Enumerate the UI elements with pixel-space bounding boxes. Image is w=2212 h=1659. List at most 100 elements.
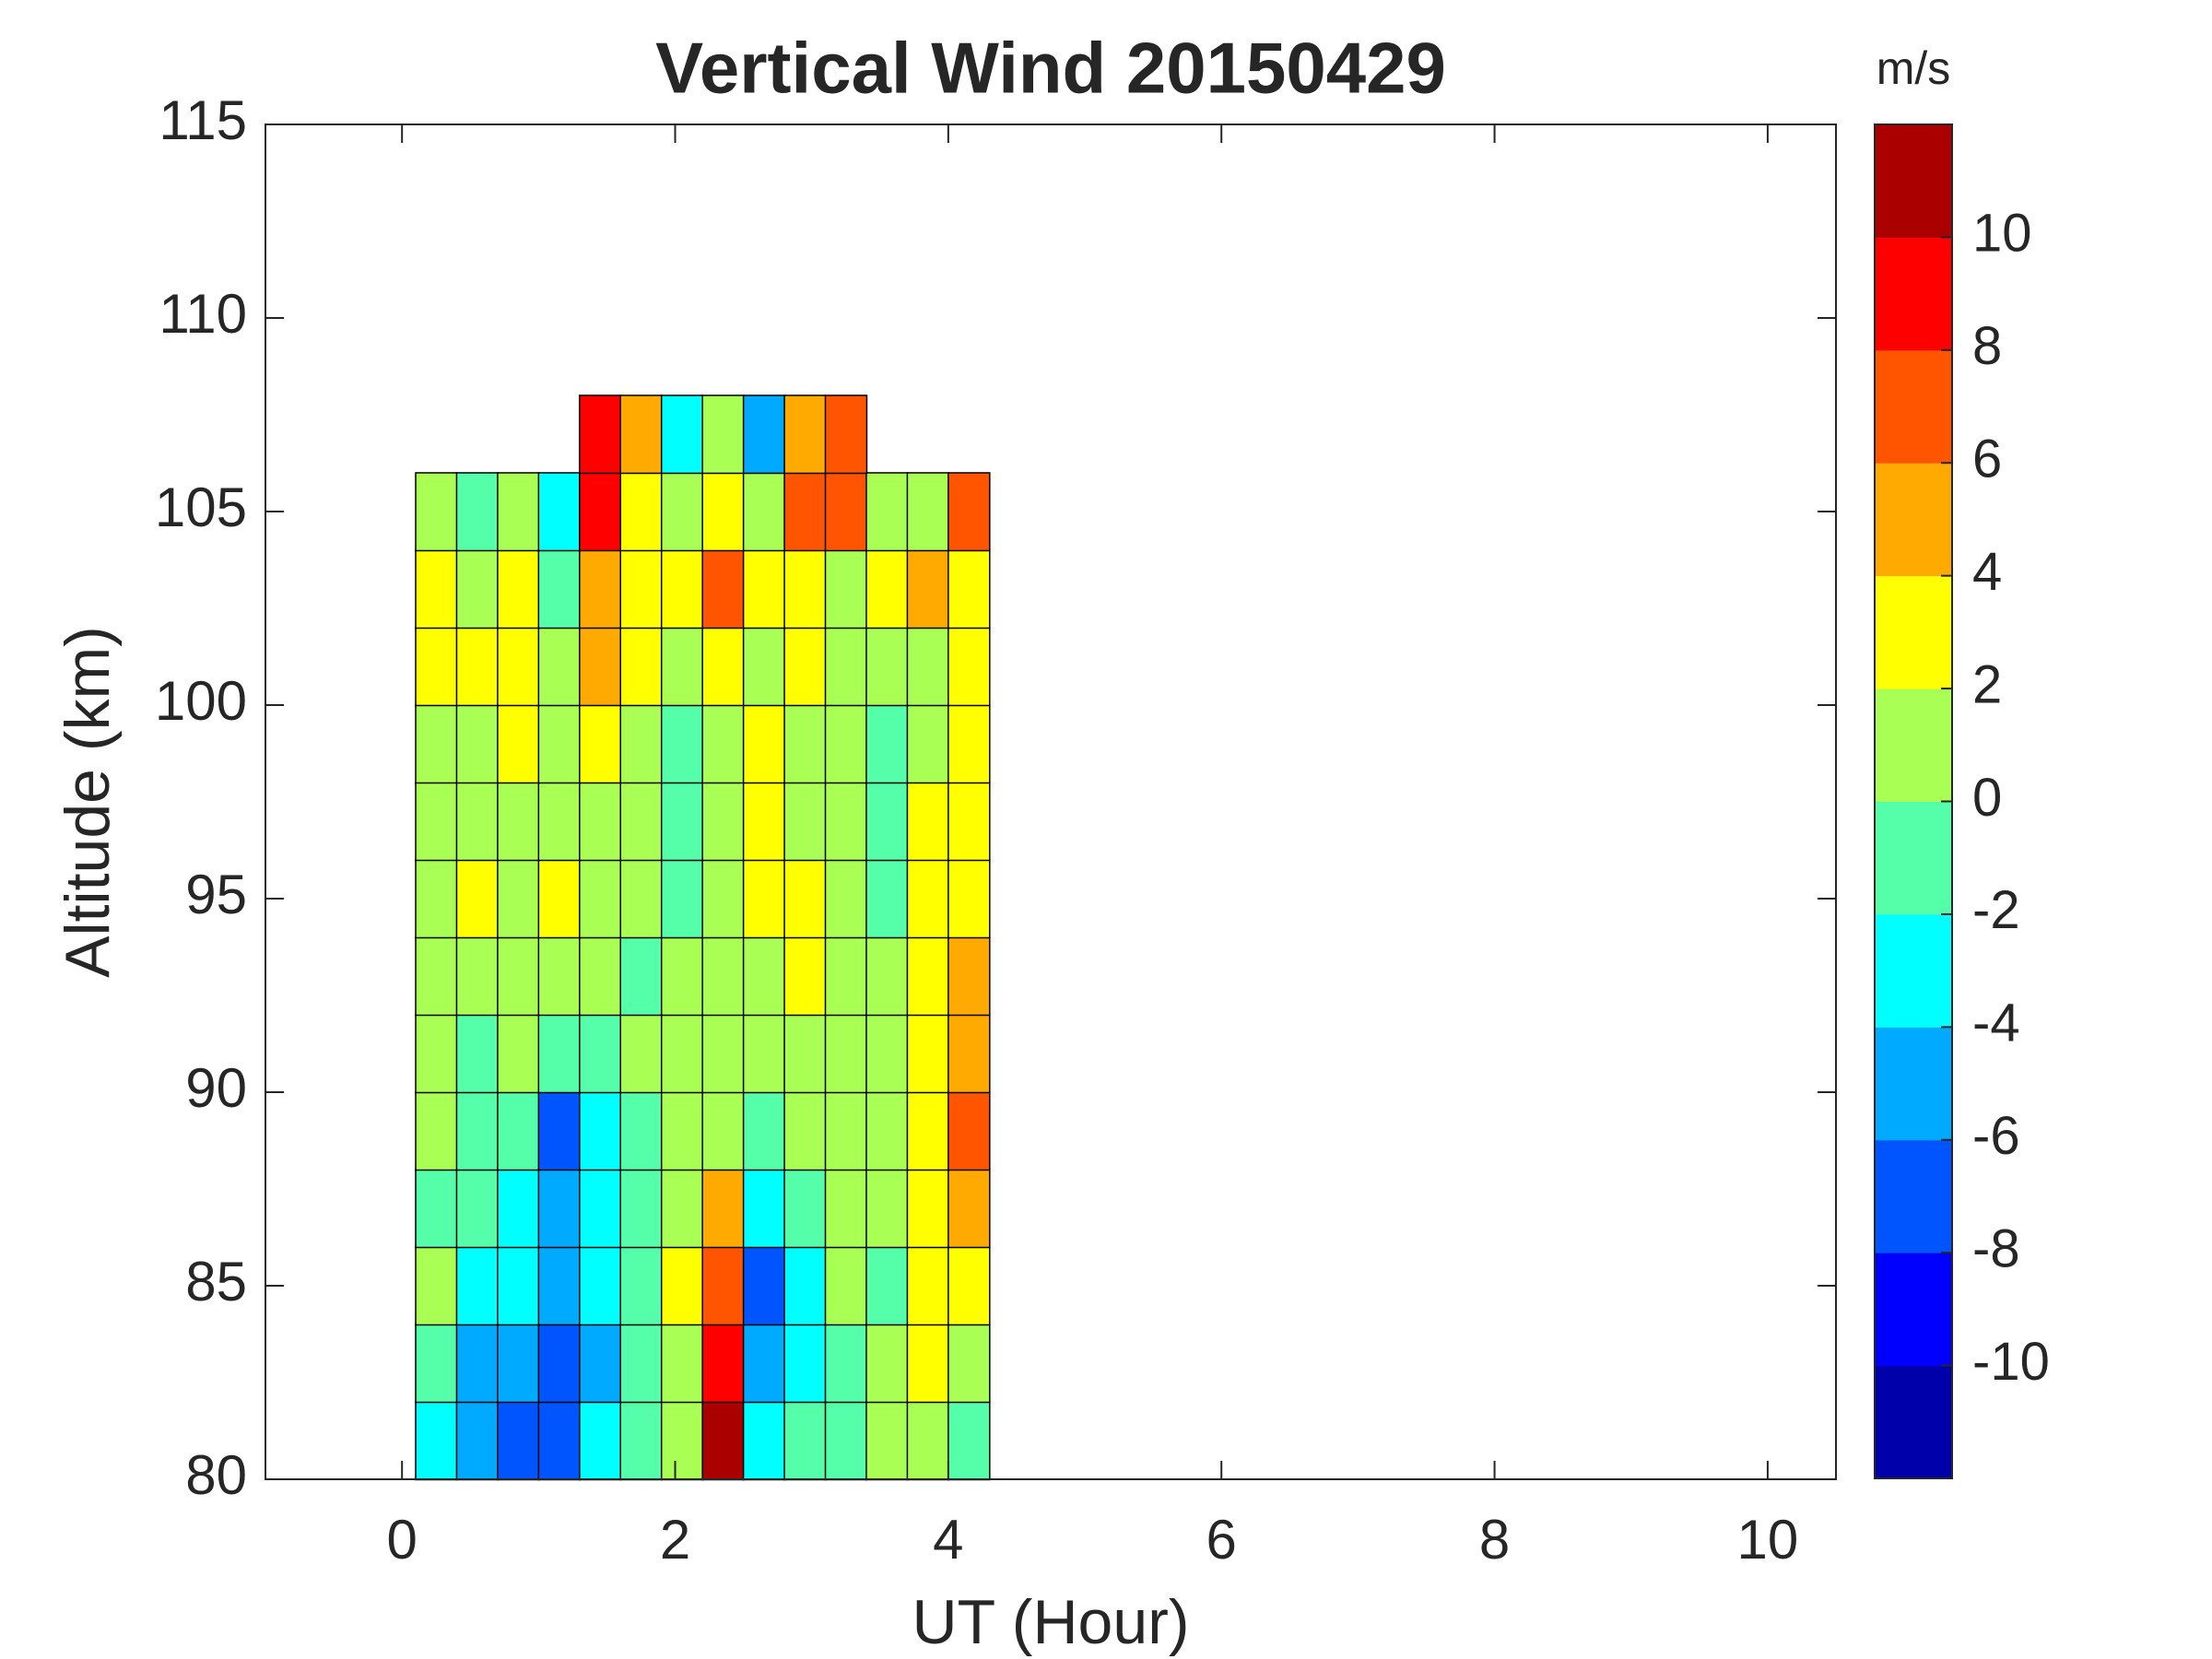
contour-cell (579, 1401, 622, 1481)
contour-cell (824, 1169, 868, 1249)
contour-cell (947, 1169, 991, 1249)
colorbar-segment (1875, 801, 1952, 915)
contour-cell (415, 704, 458, 784)
colorbar-segment (1875, 913, 1952, 1028)
contour-cell (497, 472, 540, 552)
contour-cell (455, 1246, 500, 1326)
colorbar-segment (1875, 349, 1952, 464)
contour-cell (865, 1169, 909, 1249)
contour-cell (865, 1324, 909, 1404)
contour-cell (660, 859, 704, 939)
contour-cell (783, 1246, 827, 1326)
contour-cell (783, 394, 827, 475)
contour-cell (947, 1401, 991, 1481)
colorbar-segment (1875, 237, 1952, 351)
contour-cell (824, 936, 868, 1017)
contour-cell (415, 782, 458, 862)
contour-cell (783, 859, 827, 939)
contour-cell (783, 1401, 827, 1481)
contour-cell (415, 1324, 458, 1404)
contour-cell (619, 472, 663, 552)
contour-cell (415, 1169, 458, 1249)
contour-cell (824, 394, 868, 475)
contour-cell (619, 549, 663, 629)
contour-cell (701, 936, 745, 1017)
contour-cell (497, 1169, 540, 1249)
contour-cell (947, 1091, 991, 1171)
contour-cell (865, 782, 909, 862)
contour-cell (497, 936, 540, 1017)
contour-cell (619, 1169, 663, 1249)
contour-cell (497, 1014, 540, 1094)
contour-cell (415, 1401, 458, 1481)
contour-cell (783, 1169, 827, 1249)
contour-cell (783, 627, 827, 707)
contour-cell (497, 1246, 540, 1326)
y-tick-label: 105 (155, 477, 247, 538)
contour-cell (742, 1246, 786, 1326)
contour-cell (906, 472, 950, 552)
contour-cell (906, 704, 950, 784)
contour-cell (742, 1401, 786, 1481)
contour-cell (865, 859, 909, 939)
contour-cell (579, 1014, 622, 1094)
x-tick-label: 4 (933, 1509, 963, 1571)
contour-cell (619, 1401, 663, 1481)
contour-cell (579, 1246, 622, 1326)
contour-cell (701, 1324, 745, 1404)
colorbar-segment (1875, 1027, 1952, 1141)
contour-cell (865, 936, 909, 1017)
contour-cell (742, 936, 786, 1017)
contour-cell (537, 549, 582, 629)
x-tick-label: 6 (1206, 1509, 1237, 1571)
plot-frame (265, 124, 1837, 1480)
contour-cell (497, 1401, 540, 1481)
contour-cell (947, 859, 991, 939)
contour-cell (579, 394, 622, 475)
contour-cell (783, 1091, 827, 1171)
colorbar-tick-label: 4 (1972, 542, 2002, 602)
contour-cell (947, 1246, 991, 1326)
contour-cell (619, 1014, 663, 1094)
contour-cell (947, 782, 991, 862)
x-tick-label: 2 (660, 1509, 690, 1571)
contour-cell (579, 627, 622, 707)
contour-cell (415, 859, 458, 939)
colorbar-tick-label: 2 (1972, 654, 2002, 714)
contour-cell (619, 1246, 663, 1326)
contour-cell (619, 782, 663, 862)
contour-cell (783, 1014, 827, 1094)
contour-cell (660, 782, 704, 862)
contour-cell (455, 627, 500, 707)
contour-cell (579, 936, 622, 1017)
contour-cell (742, 1324, 786, 1404)
contour-cell (579, 472, 622, 552)
contour-cell (906, 1401, 950, 1481)
colorbar-tick-label: 0 (1972, 768, 2002, 828)
contour-cell (865, 1091, 909, 1171)
contour-cell (579, 704, 622, 784)
contour-cell (701, 1014, 745, 1094)
x-tick-label: 0 (386, 1509, 417, 1571)
contour-cell (619, 859, 663, 939)
contour-cell (701, 859, 745, 939)
contour-cell (824, 704, 868, 784)
contour-cell (660, 1246, 704, 1326)
contour-cell (455, 1014, 500, 1094)
contour-cell (537, 1169, 582, 1249)
contour-cell (537, 704, 582, 784)
colorbar-segment (1875, 1253, 1952, 1367)
contour-cell (865, 472, 909, 552)
chart-title: Vertical Wind 20150429 (655, 28, 1446, 109)
contour-cell (455, 472, 500, 552)
contour-cell (701, 472, 745, 552)
contour-cell (824, 1014, 868, 1094)
contour-cell (497, 859, 540, 939)
contour-cell (619, 1091, 663, 1171)
colorbar-tick-label: 10 (1972, 204, 2032, 264)
contour-cell (701, 704, 745, 784)
contour-cell (906, 627, 950, 707)
contour-cell (742, 1169, 786, 1249)
contour-cell (783, 1324, 827, 1404)
